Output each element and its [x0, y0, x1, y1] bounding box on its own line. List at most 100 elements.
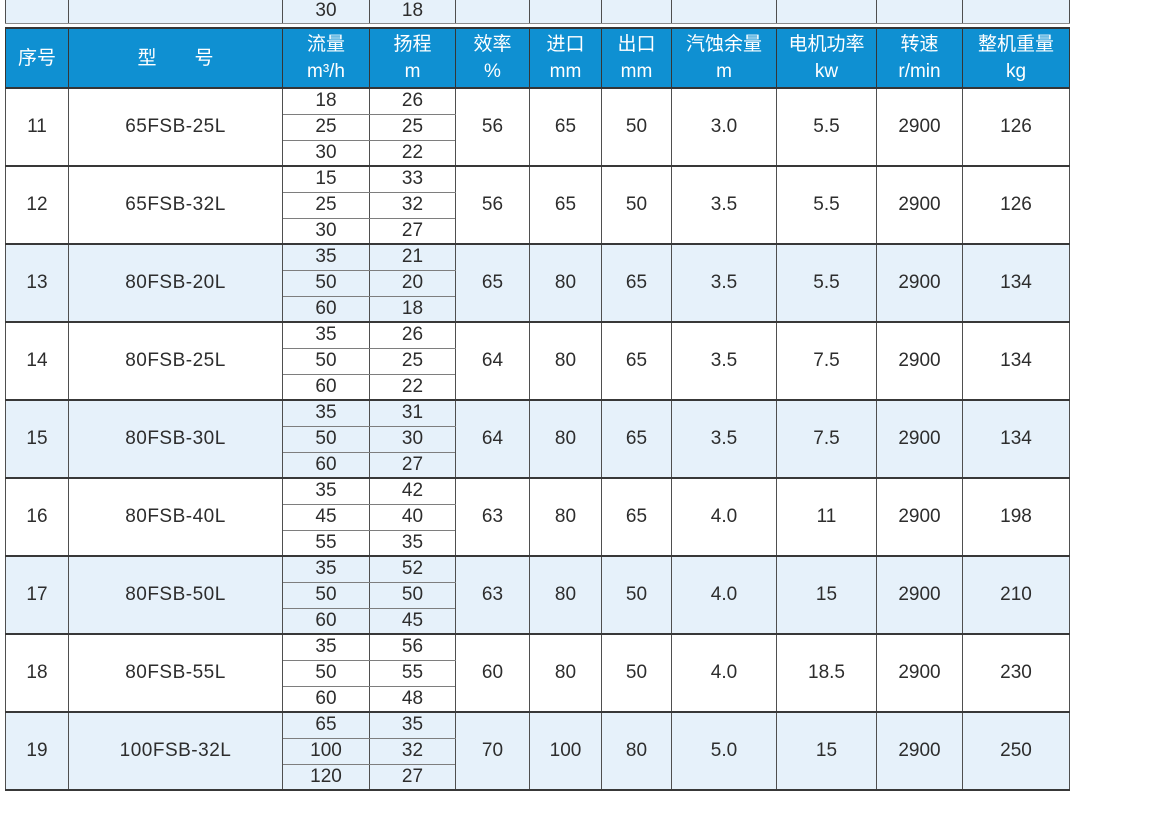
cell-speed: 2900: [876, 165, 963, 244]
cell-power: 7.5: [776, 399, 877, 478]
cell-outlet: 65: [601, 243, 672, 322]
cell-outlet: 65: [601, 477, 672, 556]
cell-seq: 19: [5, 711, 69, 790]
cell-flow: 65: [282, 711, 370, 739]
cell-speed: 2900: [876, 711, 963, 790]
cell-eff: 64: [455, 399, 530, 478]
cell-head: 35: [369, 711, 456, 739]
cell-head: 35: [369, 530, 456, 556]
cell-weight: 134: [962, 243, 1070, 322]
cell-flow: 35: [282, 399, 370, 427]
cell-head: 27: [369, 764, 456, 790]
cell-inlet: 80: [529, 633, 602, 712]
cell-model: 65FSB-32L: [68, 165, 283, 244]
cell-inlet: 80: [529, 321, 602, 400]
cell-eff: [455, 0, 530, 24]
cell-power: 11: [776, 477, 877, 556]
cell-weight: 230: [962, 633, 1070, 712]
header-row: 序号 型 号 流量 m³/h 扬程 m 效率% 进口 mm 出口 mm 汽蚀余量 m 电机…: [5, 27, 1070, 89]
table-row: 14 80FSB-25L 35 26 64 80 65 3.5 7.5 2900…: [5, 321, 1070, 400]
cell-model: 80FSB-30L: [68, 399, 283, 478]
cell-flow: 50: [282, 660, 370, 687]
cell-head: 55: [369, 660, 456, 687]
cell-speed: 2900: [876, 477, 963, 556]
cell-seq: 12: [5, 165, 69, 244]
cell-inlet: 80: [529, 243, 602, 322]
cell-eff: 56: [455, 165, 530, 244]
cell-flow: 50: [282, 348, 370, 375]
cell-head: 40: [369, 504, 456, 531]
cell-weight: 126: [962, 165, 1070, 244]
table-subrow: 60 45: [6, 608, 1070, 634]
cell-model: 65FSB-25L: [68, 87, 283, 166]
cell-speed: 2900: [876, 87, 963, 166]
cell-head: 33: [369, 165, 456, 193]
cell-npsh: [671, 0, 777, 24]
cell-flow: 60: [282, 686, 370, 712]
cell-head: 32: [369, 192, 456, 219]
table-subrow: 25 25: [6, 114, 1070, 141]
cell-flow: 60: [282, 452, 370, 478]
cell-flow: 60: [282, 374, 370, 400]
cell-inlet: 100: [529, 711, 602, 790]
cell-flow: 35: [282, 633, 370, 661]
cell-seq: 14: [5, 321, 69, 400]
cell-head: 22: [369, 140, 456, 166]
cell-head: 30: [369, 426, 456, 453]
cell-outlet: 80: [601, 711, 672, 790]
table-subrow: 30 22: [6, 140, 1070, 166]
table-subrow: 50 25: [6, 348, 1070, 375]
cell-head: 18: [369, 0, 456, 24]
cell-power: [776, 0, 877, 24]
cell-npsh: 3.5: [671, 399, 777, 478]
table-subrow: 50 50: [6, 582, 1070, 609]
table-row: 18 80FSB-55L 35 56 60 80 50 4.0 18.5 290…: [5, 633, 1070, 712]
cell-model: 80FSB-20L: [68, 243, 283, 322]
table-subrow: 60 18: [6, 296, 1070, 322]
cell-outlet: 50: [601, 165, 672, 244]
cell-outlet: [601, 0, 672, 24]
cell-flow: 45: [282, 504, 370, 531]
cell-flow: 50: [282, 426, 370, 453]
table-row: 16 80FSB-40L 35 42 63 80 65 4.0 11 2900 …: [5, 477, 1070, 556]
cell-head: 25: [369, 114, 456, 141]
cell-eff: 70: [455, 711, 530, 790]
cell-head: 50: [369, 582, 456, 609]
cell-speed: [876, 0, 963, 24]
cell-head: 48: [369, 686, 456, 712]
table-subrow: 60 22: [6, 374, 1070, 400]
cell-flow: 35: [282, 555, 370, 583]
header-flow: 流量 m³/h: [282, 27, 370, 89]
cell-speed: 2900: [876, 399, 963, 478]
cell-npsh: 4.0: [671, 477, 777, 556]
cell-head: 18: [369, 296, 456, 322]
cell-flow: 60: [282, 296, 370, 322]
cell-head: 52: [369, 555, 456, 583]
cell-flow: 25: [282, 192, 370, 219]
cell-seq: 16: [5, 477, 69, 556]
cell-flow: 18: [282, 87, 370, 115]
cell-power: 18.5: [776, 633, 877, 712]
cell-model: 80FSB-55L: [68, 633, 283, 712]
cell-model: [68, 0, 283, 24]
cell-flow: 30: [282, 140, 370, 166]
cell-power: 15: [776, 711, 877, 790]
table-subrow: 120 27: [6, 764, 1070, 790]
cell-flow: 15: [282, 165, 370, 193]
table-subrow: 30 27: [6, 218, 1070, 244]
cell-speed: 2900: [876, 321, 963, 400]
cell-eff: 63: [455, 555, 530, 634]
cell-power: 5.5: [776, 165, 877, 244]
cell-eff: 63: [455, 477, 530, 556]
cell-eff: 65: [455, 243, 530, 322]
cell-flow: 50: [282, 270, 370, 297]
cell-weight: 250: [962, 711, 1070, 790]
cell-speed: 2900: [876, 243, 963, 322]
cell-flow: 60: [282, 608, 370, 634]
cell-eff: 64: [455, 321, 530, 400]
partial-row: 30 18: [5, 0, 1070, 24]
cell-outlet: 50: [601, 555, 672, 634]
cell-speed: 2900: [876, 555, 963, 634]
cell-flow: 25: [282, 114, 370, 141]
